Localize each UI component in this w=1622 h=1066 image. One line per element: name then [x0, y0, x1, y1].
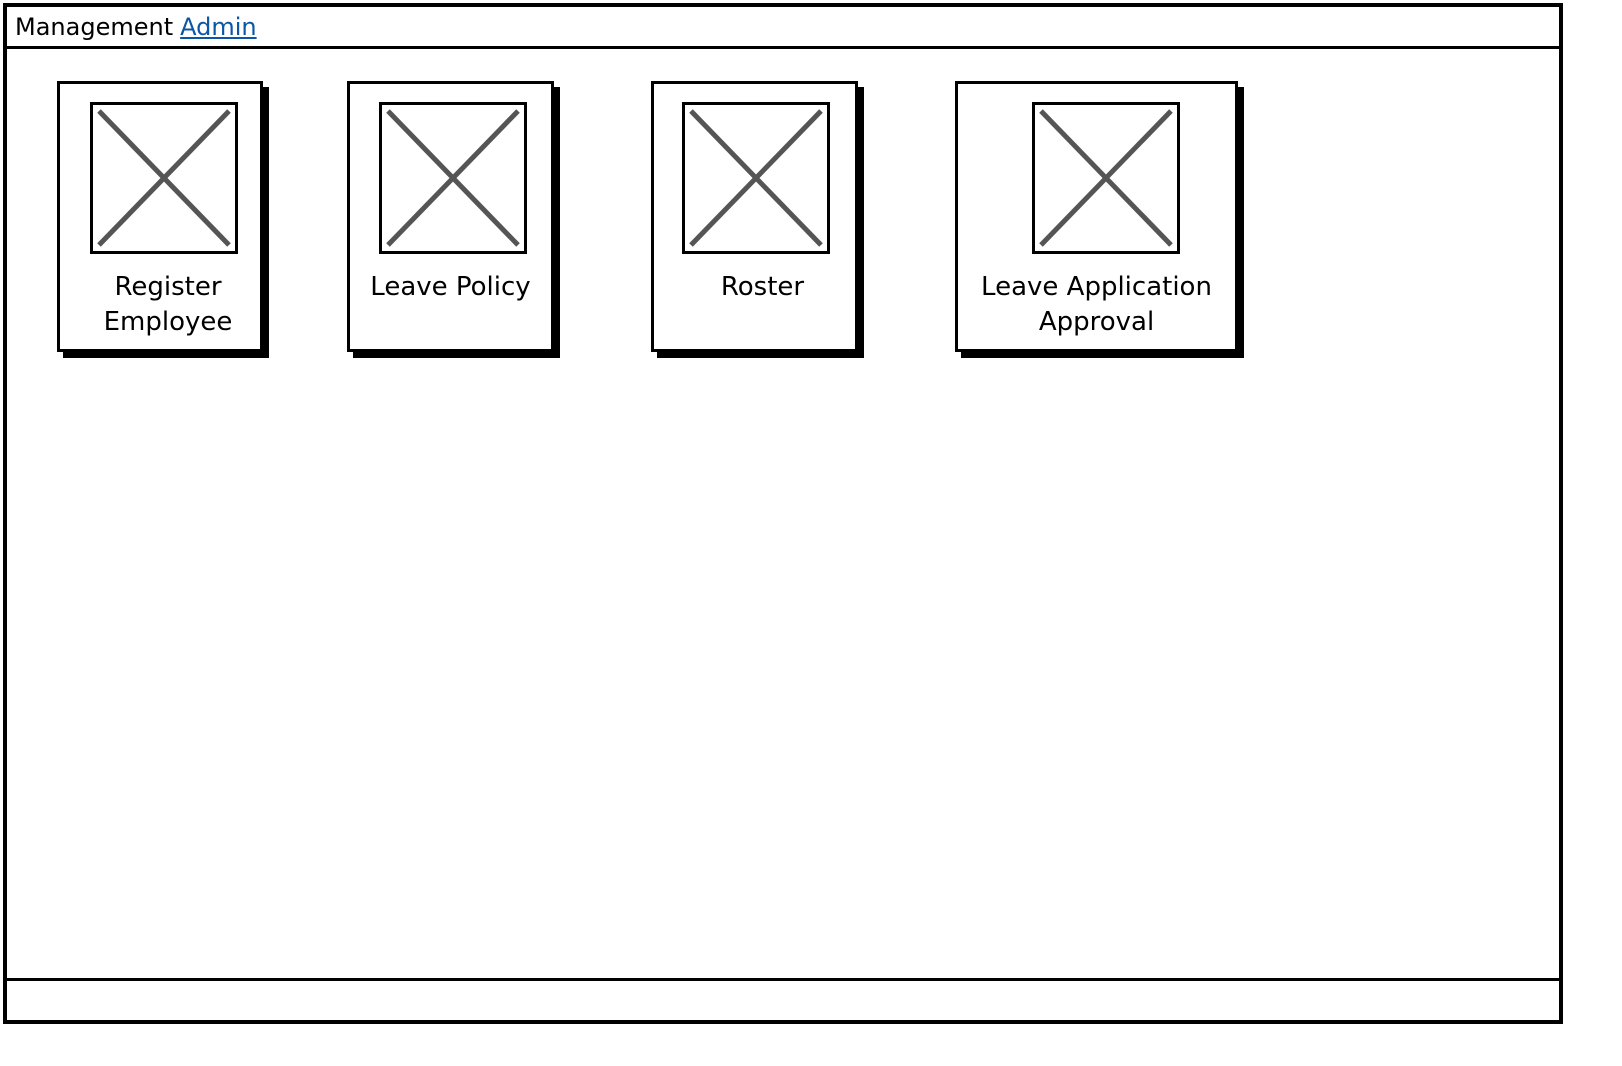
- tile-label: Leave Policy: [370, 272, 531, 302]
- status-bar: [7, 978, 1559, 1020]
- title-bar: Management Admin: [7, 7, 1559, 49]
- tile-leave-application-approval[interactable]: Leave Application Approval: [955, 81, 1238, 352]
- tile-leave-policy[interactable]: Leave Policy: [347, 81, 554, 352]
- tile-register-employee[interactable]: Register Employee: [57, 81, 263, 352]
- admin-link[interactable]: Admin: [180, 12, 257, 41]
- image-placeholder-icon: [1032, 102, 1180, 254]
- app-title: Management: [15, 12, 174, 41]
- tile-label: Register Employee: [103, 272, 233, 337]
- tile-label: Leave Application Approval: [981, 272, 1212, 337]
- tile-label: Roster: [720, 272, 805, 302]
- image-placeholder-icon: [682, 102, 830, 254]
- app-window: Management Admin Register Employee Leave…: [3, 3, 1563, 1024]
- image-placeholder-icon: [379, 102, 527, 254]
- tile-roster[interactable]: Roster: [651, 81, 858, 352]
- image-placeholder-icon: [90, 102, 238, 254]
